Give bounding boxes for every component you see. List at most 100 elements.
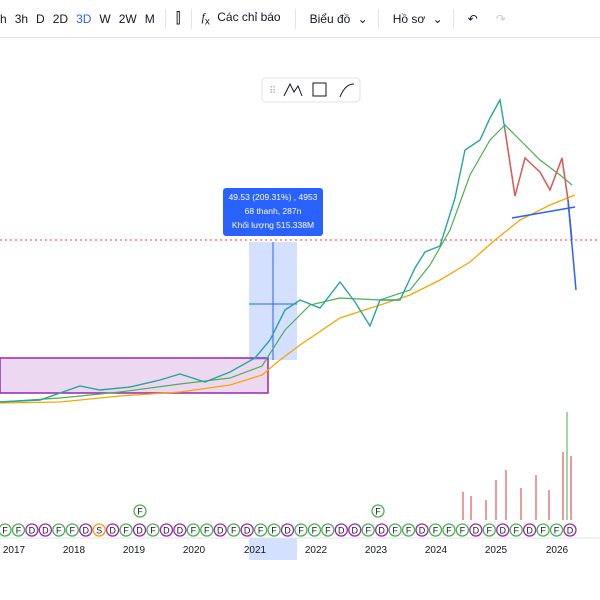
- interval-button[interactable]: W: [99, 11, 111, 26]
- event-marker-label: F: [56, 526, 62, 536]
- event-marker-label: F: [375, 507, 381, 517]
- event-marker-label: F: [191, 526, 197, 536]
- chart-area: 49.53 (209.31%) , 4953 68 thanh, 287n Kh…: [0, 77, 600, 560]
- event-marker-label: D: [136, 526, 143, 536]
- event-marker-label: D: [244, 526, 251, 536]
- event-marker: [52, 523, 66, 537]
- year-label: 2018: [63, 545, 86, 556]
- event-marker-label: D: [217, 526, 224, 536]
- indicators-button[interactable]: fx Các chỉ báo: [201, 9, 281, 28]
- interval-button[interactable]: 3D: [76, 11, 92, 26]
- event-marker: [105, 523, 120, 537]
- pattern-tool[interactable]: [283, 82, 303, 97]
- event-marker-label: D: [499, 526, 506, 536]
- event-marker: [267, 523, 281, 537]
- event-marker-label: F: [150, 526, 156, 536]
- redo-button[interactable]: ↷: [495, 11, 506, 26]
- year-label: 2020: [183, 545, 206, 556]
- event-marker-label: F: [446, 526, 452, 536]
- event-marker: [0, 523, 12, 537]
- event-marker-label: F: [540, 526, 546, 536]
- event-marker: [280, 523, 295, 537]
- interval-button[interactable]: h: [0, 11, 7, 26]
- event-marker-label: D: [526, 526, 533, 536]
- event-marker: [79, 523, 93, 537]
- year-label: 2021: [244, 545, 267, 556]
- chart-type-button[interactable]: Biểu đồ ⌄: [309, 11, 368, 26]
- event-marker: [294, 523, 308, 537]
- rect-tool[interactable]: [312, 82, 327, 97]
- event-marker-label: F: [298, 526, 304, 536]
- path-tool[interactable]: [339, 83, 355, 98]
- event-marker-label: F: [137, 507, 143, 517]
- tooltip-line: 68 thanh, 287n: [245, 206, 302, 216]
- separator: [190, 8, 192, 29]
- indicators-label: Các chỉ báo: [217, 9, 281, 24]
- trend-line: [511, 206, 576, 219]
- undo-button[interactable]: ↶: [467, 11, 478, 26]
- year-label: 2019: [123, 545, 146, 556]
- event-marker: [388, 523, 402, 537]
- event-marker: [469, 523, 483, 537]
- trend-line: [567, 199, 577, 291]
- year-label: 2025: [485, 545, 508, 556]
- event-marker: [119, 523, 133, 537]
- year-label: 2024: [425, 545, 448, 556]
- event-marker: [496, 523, 510, 537]
- event-marker-label: F: [406, 526, 412, 536]
- interval-button[interactable]: M: [144, 11, 155, 26]
- event-marker: [401, 523, 416, 537]
- interval-button[interactable]: 3h: [14, 11, 29, 26]
- event-marker-label: F: [258, 526, 264, 536]
- event-marker-label: F: [365, 526, 371, 536]
- measure-tooltip: 49.53 (209.31%) , 4953 68 thanh, 287n Kh…: [223, 188, 323, 236]
- event-marker-label: F: [271, 526, 277, 536]
- year-label: 2026: [546, 545, 569, 556]
- event-marker: [522, 523, 537, 537]
- event-marker: [536, 523, 550, 537]
- profile-label: Hồ sơ: [392, 11, 426, 26]
- event-marker: [455, 523, 470, 537]
- event-marker-label: F: [123, 526, 129, 536]
- separator: [377, 8, 379, 29]
- event-marker: [253, 523, 268, 537]
- profile-button[interactable]: Hồ sơ ⌄: [392, 11, 443, 26]
- price-series-down: [504, 129, 573, 241]
- event-marker: [92, 523, 106, 537]
- tooltip-line: 49.53 (209.31%) , 4953: [229, 192, 318, 202]
- event-marker-label: F: [70, 526, 76, 536]
- event-marker: [240, 523, 254, 537]
- event-marker-label: D: [82, 526, 89, 536]
- candle-icon[interactable]: ⫿: [175, 10, 181, 27]
- separator: [452, 8, 454, 29]
- event-marker: [65, 523, 79, 537]
- drag-handle[interactable]: ⠿: [269, 86, 276, 97]
- event-marker: [549, 523, 564, 537]
- event-marker-label: D: [163, 526, 170, 536]
- event-marker-label: D: [284, 526, 291, 536]
- year-label: 2023: [365, 545, 388, 556]
- event-marker: [200, 523, 214, 537]
- interval-button[interactable]: 2W: [118, 11, 137, 26]
- event-marker-label: F: [554, 526, 560, 536]
- event-marker: [348, 523, 362, 537]
- interval-button[interactable]: D: [36, 11, 45, 26]
- event-marker-label: F: [2, 526, 8, 536]
- event-marker-label: D: [378, 526, 385, 536]
- drawing-toolbar-bg: [261, 77, 361, 103]
- interval-button[interactable]: 2D: [52, 11, 69, 26]
- event-marker: [173, 523, 187, 537]
- tooltip-bg: [223, 188, 323, 236]
- event-marker: [186, 523, 200, 537]
- event-marker: [361, 523, 375, 537]
- event-marker-label: F: [325, 526, 331, 536]
- event-marker: [509, 523, 523, 537]
- event-marker: [482, 523, 496, 537]
- event-marker: [321, 523, 335, 537]
- event-marker: [159, 523, 174, 537]
- event-marker-label: D: [352, 526, 359, 536]
- event-marker-label: D: [42, 526, 49, 536]
- chart-type-label: Biểu đồ: [309, 11, 351, 26]
- event-marker-label: D: [338, 526, 345, 536]
